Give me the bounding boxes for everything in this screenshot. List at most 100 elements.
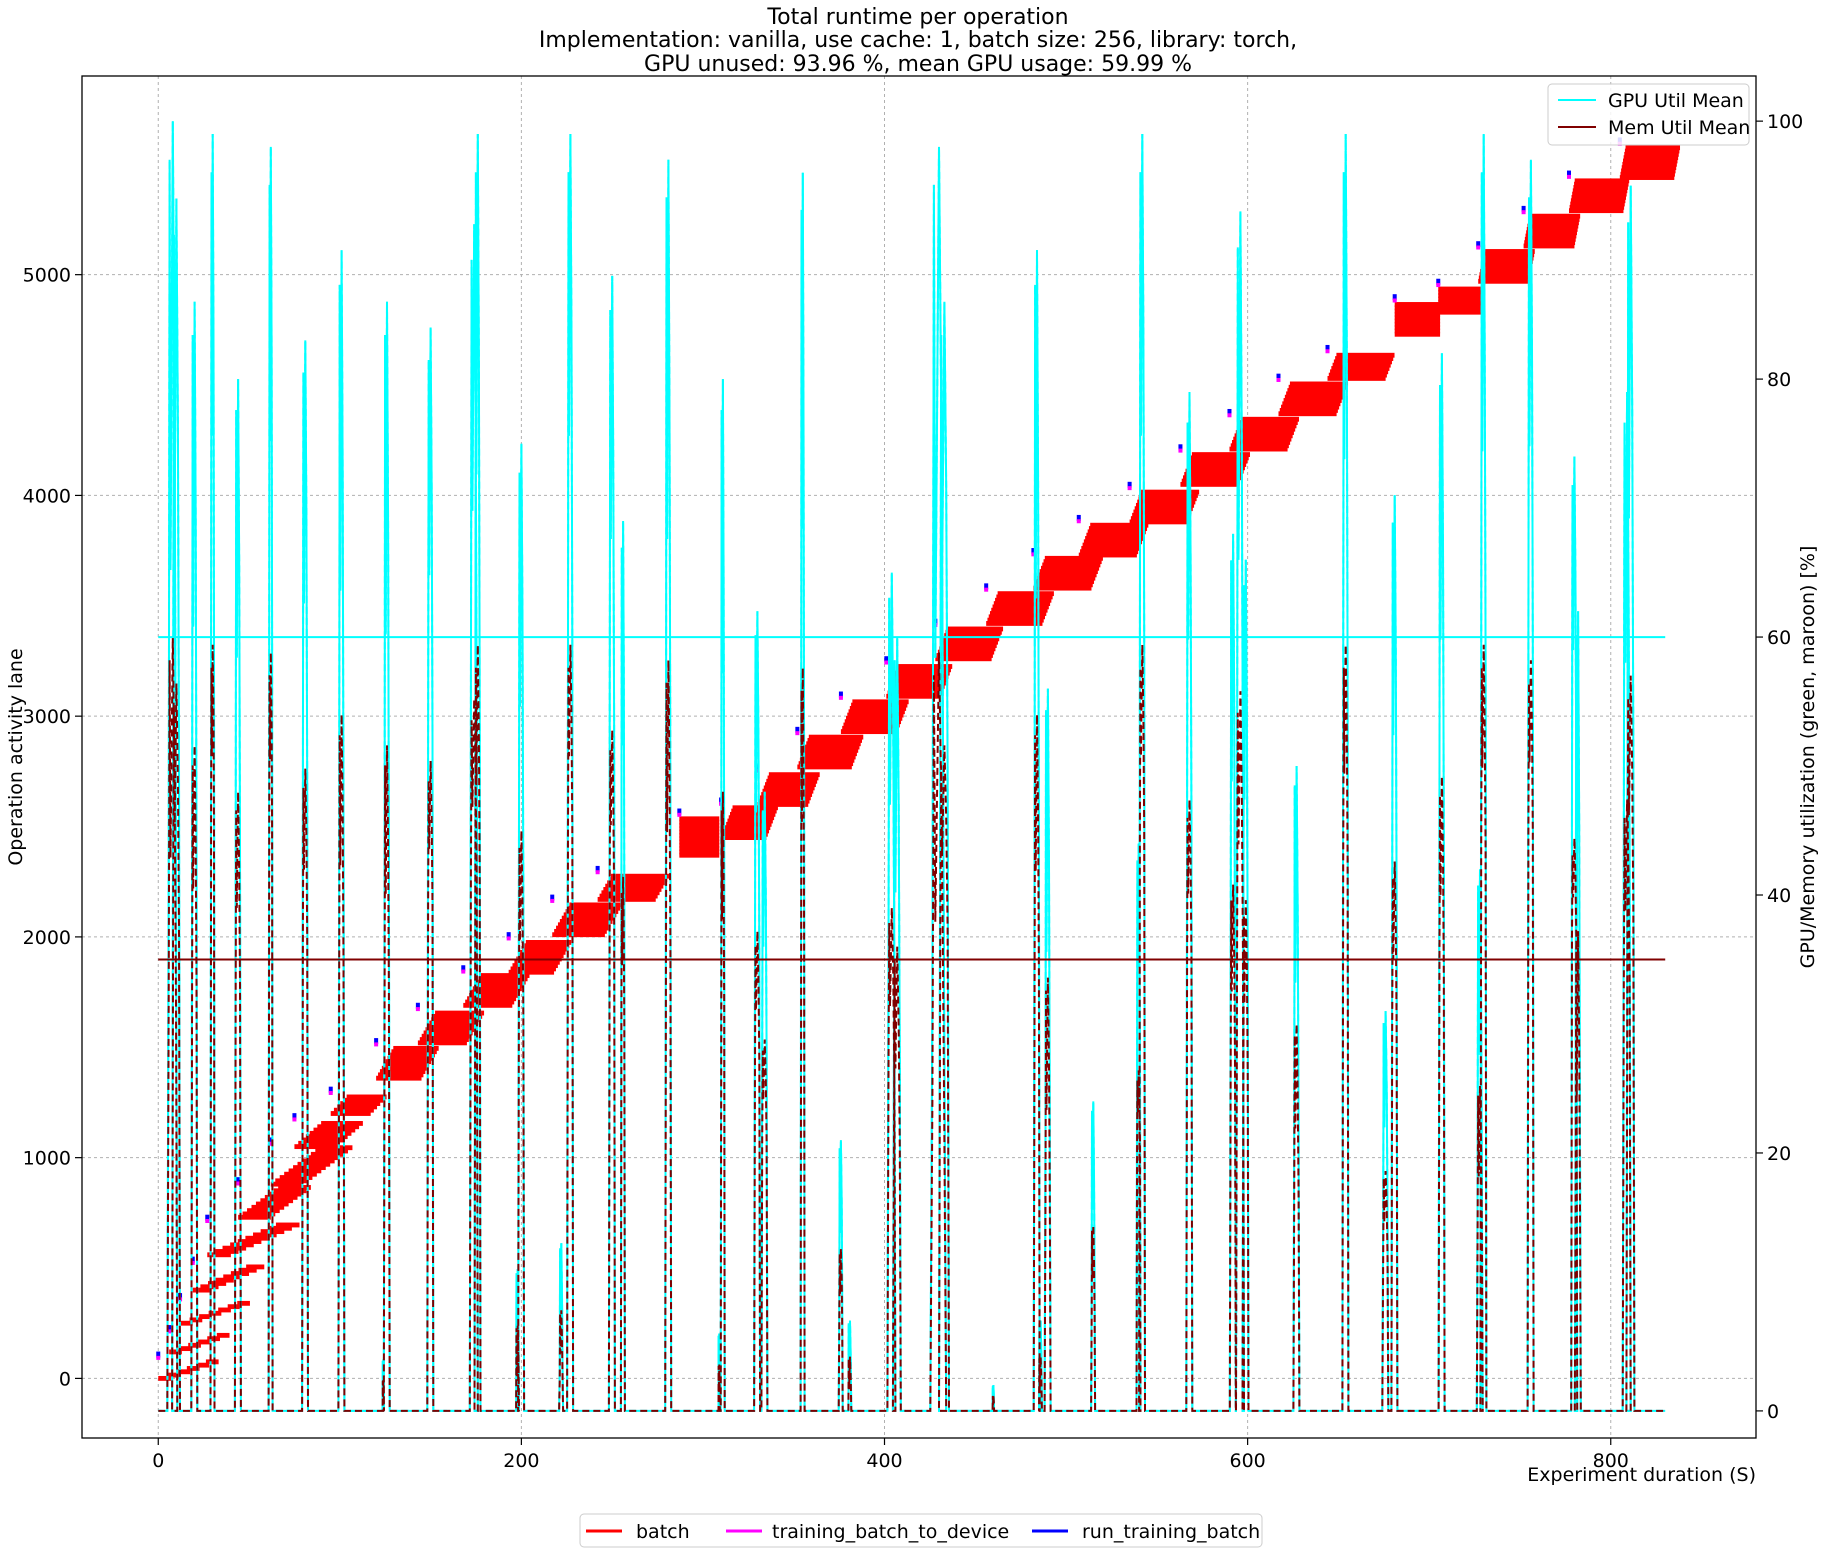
run-training-batch-mark	[1566, 170, 1571, 177]
batch-group	[1325, 344, 1395, 381]
batch-bar	[891, 680, 946, 686]
run-training-batch-mark	[1227, 408, 1232, 415]
batch-bar	[474, 983, 524, 988]
batch-bar	[679, 852, 720, 858]
batch-bar	[1087, 529, 1146, 535]
chart-title: Total runtime per operation	[766, 5, 1068, 30]
batch-bar	[1328, 372, 1387, 378]
batch-group	[1031, 548, 1103, 591]
batch-bar	[1623, 158, 1678, 164]
to-device-mark	[1178, 448, 1183, 453]
run-training-batch-mark	[292, 1113, 297, 1120]
batch-bar	[946, 626, 1004, 632]
y2-axis-ticks: 0 20 40 60 80 100	[1756, 111, 1803, 1423]
batch-bar	[852, 699, 909, 705]
batch-group	[984, 583, 1054, 626]
batch-bar	[431, 1017, 481, 1023]
batch-bar	[569, 902, 623, 908]
batch-bar	[427, 1023, 477, 1029]
batch-bar	[321, 1121, 363, 1126]
batch-bar	[343, 1097, 384, 1103]
batch-bar	[1180, 481, 1239, 487]
batch-bar	[991, 607, 1048, 613]
batch-bar	[310, 1151, 344, 1157]
batch-bar	[297, 1161, 331, 1167]
to-device-mark	[1521, 210, 1526, 215]
run-training-batch-mark	[328, 1086, 333, 1093]
batch-bar	[679, 846, 720, 852]
batch-bar	[679, 832, 720, 838]
batch-group	[884, 656, 953, 699]
batch-bar	[679, 816, 720, 822]
to-device-mark	[1392, 298, 1397, 303]
batch-group	[1392, 294, 1441, 337]
batch-bar	[1330, 369, 1389, 375]
batch-bar	[1527, 223, 1579, 229]
batch-bar	[1286, 391, 1345, 397]
batch-bar	[1336, 352, 1395, 358]
plot-frame	[81, 75, 1757, 1439]
x-tick-label: 0	[152, 1450, 164, 1472]
batch-bar	[313, 1127, 356, 1133]
run-training-batch-mark	[156, 1351, 161, 1358]
batch-bar	[1085, 536, 1144, 541]
batch-bar	[1438, 306, 1484, 312]
to-device-mark	[506, 936, 511, 941]
y-tick-label: 0	[59, 1368, 71, 1390]
batch-bar	[801, 754, 856, 760]
batch-bar	[275, 1178, 308, 1184]
batch-bar	[992, 604, 1049, 610]
batch-bar	[298, 1140, 340, 1146]
batch-bar	[508, 969, 555, 975]
batch-bar	[510, 966, 556, 972]
batch-bar	[1482, 258, 1533, 264]
x-tick-label: 200	[503, 1450, 539, 1472]
batch-bar	[467, 996, 517, 1002]
batch-bar	[1235, 430, 1294, 435]
batch-bar	[253, 1232, 277, 1238]
to-device-mark	[156, 1355, 161, 1360]
batch-bar	[433, 1013, 483, 1019]
y-tick-label: 2000	[23, 927, 71, 949]
batch-bar	[897, 664, 953, 669]
batch-bar	[237, 1239, 262, 1244]
batch-bar	[1279, 408, 1338, 413]
batch-bar	[986, 621, 1043, 626]
batch-bar	[1035, 579, 1095, 584]
batch-bar	[1394, 315, 1441, 321]
batch-bar	[1394, 302, 1441, 307]
batch-bar	[1570, 198, 1626, 204]
batch-bar	[1478, 278, 1530, 284]
batch-bar	[245, 1235, 270, 1241]
batch-bar	[1619, 175, 1675, 180]
batch-bar	[807, 738, 862, 743]
batch-bar	[1394, 311, 1441, 317]
y-axis-ticks: 0 1000 2000 3000 4000 5000	[23, 265, 82, 1390]
batch-bar	[1138, 496, 1197, 502]
batch-bar	[1238, 423, 1297, 429]
batch-bar	[731, 808, 777, 814]
batch-bar	[890, 683, 945, 689]
batch-bar	[726, 821, 772, 827]
batch-group	[415, 1002, 485, 1046]
batch-bar	[346, 1094, 387, 1100]
batch-bar	[238, 1214, 271, 1220]
batch-bar	[270, 1181, 304, 1187]
batch-bar	[200, 1284, 219, 1290]
batch-bar	[888, 687, 944, 693]
to-device-mark	[1476, 245, 1481, 250]
y-tick-label: 4000	[23, 485, 71, 507]
batch-group	[1076, 514, 1149, 558]
run-training-batch-mark	[461, 965, 466, 972]
batch-bar	[944, 633, 1001, 639]
to-device-mark	[1031, 552, 1036, 557]
chart-subtitle-line2: GPU unused: 93.96 %, mean GPU usage: 59.…	[644, 52, 1192, 77]
legend-gpu-label: GPU Util Mean	[1608, 90, 1744, 112]
batch-bar	[567, 905, 621, 911]
batch-bar	[723, 828, 770, 834]
batch-bar	[1130, 516, 1189, 522]
x-tick-label: 400	[866, 1450, 902, 1472]
batch-bar	[552, 932, 605, 938]
run-training-batch-mark	[236, 1177, 241, 1184]
batch-bar	[607, 880, 666, 886]
